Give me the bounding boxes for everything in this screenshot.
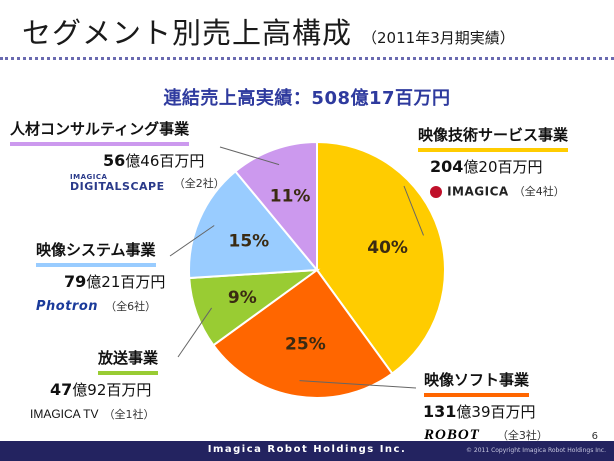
segment-amount: 56億46百万円 bbox=[103, 150, 225, 171]
leader-line-technical-services bbox=[403, 185, 424, 236]
company-row: IMAGICA TV （全1社） bbox=[30, 403, 158, 422]
amount-number: 56 bbox=[103, 151, 126, 170]
footer-copyright: © 2011 Copyright Imagica Robot Holdings … bbox=[465, 447, 606, 454]
imagica-logo: IMAGICA bbox=[430, 181, 509, 200]
amount-oku: 億 bbox=[463, 158, 479, 176]
segment-name: 映像ソフト事業 bbox=[424, 369, 530, 397]
amount-rest: 21百万円 bbox=[101, 273, 166, 291]
amount-number: 204 bbox=[430, 157, 464, 176]
consolidated-sales-headline: 連結売上高実績：508億17百万円 bbox=[163, 88, 451, 109]
segment-amount: 131億39百万円 bbox=[423, 401, 548, 422]
amount-rest: 39百万円 bbox=[471, 403, 536, 421]
segment-name: 人材コンサルティング事業 bbox=[10, 118, 190, 146]
amount-oku: 億 bbox=[456, 403, 472, 421]
leader-line-video-systems bbox=[169, 225, 215, 257]
company-row: Photron （全6社） bbox=[36, 295, 165, 314]
digitalscape-logo: IMAGICA DIGITALSCAPE bbox=[70, 172, 165, 193]
pct-label-hr-consulting: 11% bbox=[270, 186, 311, 206]
page-number: 6 bbox=[591, 431, 598, 442]
amount-rest: 46百万円 bbox=[140, 152, 205, 170]
label-group-hr-consulting: 人材コンサルティング事業 56億46百万円 IMAGICA DIGITALSCA… bbox=[10, 118, 225, 192]
company-row: IMAGICA DIGITALSCAPE （全2社） bbox=[70, 172, 225, 192]
pie-slice-technical-services bbox=[316, 140, 446, 375]
amount-rest: 20百万円 bbox=[478, 158, 543, 176]
digitalscape-logo-text: DIGITALSCAPE bbox=[70, 179, 165, 193]
company-count: （全6社） bbox=[105, 300, 157, 313]
label-group-video-software: 映像ソフト事業 131億39百万円 ROBOT （全3社） bbox=[423, 369, 548, 444]
leader-line-broadcasting bbox=[177, 307, 213, 358]
company-count: （全1社） bbox=[103, 408, 155, 421]
leader-line-video-software bbox=[299, 380, 417, 389]
amount-oku: 億 bbox=[125, 152, 141, 170]
company-count: （全4社） bbox=[513, 185, 565, 198]
pie-slice-video-software bbox=[212, 268, 394, 399]
segment-name: 映像システム事業 bbox=[36, 239, 156, 267]
title-row: セグメント別売上高構成 （2011年3月期実績） bbox=[22, 10, 515, 52]
pct-label-broadcasting: 9% bbox=[228, 288, 257, 308]
segment-amount: 79億21百万円 bbox=[64, 271, 165, 292]
imagica-tv-logo: IMAGICA TV bbox=[30, 407, 99, 421]
title-divider bbox=[0, 57, 614, 60]
amount-oku: 億 bbox=[72, 381, 88, 399]
amount-number: 79 bbox=[64, 272, 87, 291]
photron-logo: Photron bbox=[36, 299, 99, 314]
footer-company: Imagica Robot Holdings Inc. bbox=[207, 444, 407, 455]
amount-oku: 億 bbox=[86, 273, 102, 291]
pie-slice-video-systems bbox=[188, 169, 320, 280]
label-group-video-systems: 映像システム事業 79億21百万円 Photron （全6社） bbox=[36, 239, 165, 314]
amount-number: 47 bbox=[50, 380, 73, 399]
label-group-broadcasting: 放送事業 47億92百万円 IMAGICA TV （全1社） bbox=[30, 347, 159, 422]
page-title: セグメント別売上高構成 bbox=[22, 16, 353, 50]
pie-chart: 40% 25% 9% 15% 11% bbox=[169, 140, 446, 399]
company-row: IMAGICA （全4社） bbox=[430, 180, 568, 200]
imagica-logo-mark bbox=[430, 185, 442, 198]
pie-slice-hr-consulting bbox=[234, 140, 318, 273]
segment-amount: 204億20百万円 bbox=[430, 156, 568, 177]
pct-label-technical-services: 40% bbox=[367, 238, 408, 258]
imagica-logo-text: IMAGICA bbox=[447, 184, 509, 199]
segment-name: 放送事業 bbox=[98, 347, 159, 375]
pct-label-video-software: 25% bbox=[285, 334, 326, 354]
segment-amount: 47億92百万円 bbox=[50, 379, 158, 400]
digitalscape-logo-top: IMAGICA bbox=[70, 172, 108, 181]
pct-label-video-systems: 15% bbox=[229, 232, 270, 252]
leader-line-hr-consulting bbox=[219, 146, 280, 166]
robot-logo: ROBOT bbox=[424, 427, 480, 443]
page-title-note: （2011年3月期実績） bbox=[362, 29, 515, 47]
amount-rest: 92百万円 bbox=[87, 381, 152, 399]
company-count: （全2社） bbox=[173, 177, 225, 190]
amount-number: 131 bbox=[423, 402, 457, 421]
footer-bar: Imagica Robot Holdings Inc. © 2011 Copyr… bbox=[0, 441, 614, 461]
company-row: ROBOT （全3社） bbox=[424, 424, 548, 444]
company-count: （全3社） bbox=[496, 429, 548, 442]
label-group-technical-services: 映像技術サービス事業 204億20百万円 IMAGICA （全4社） bbox=[418, 124, 569, 200]
segment-name: 映像技術サービス事業 bbox=[418, 124, 569, 152]
